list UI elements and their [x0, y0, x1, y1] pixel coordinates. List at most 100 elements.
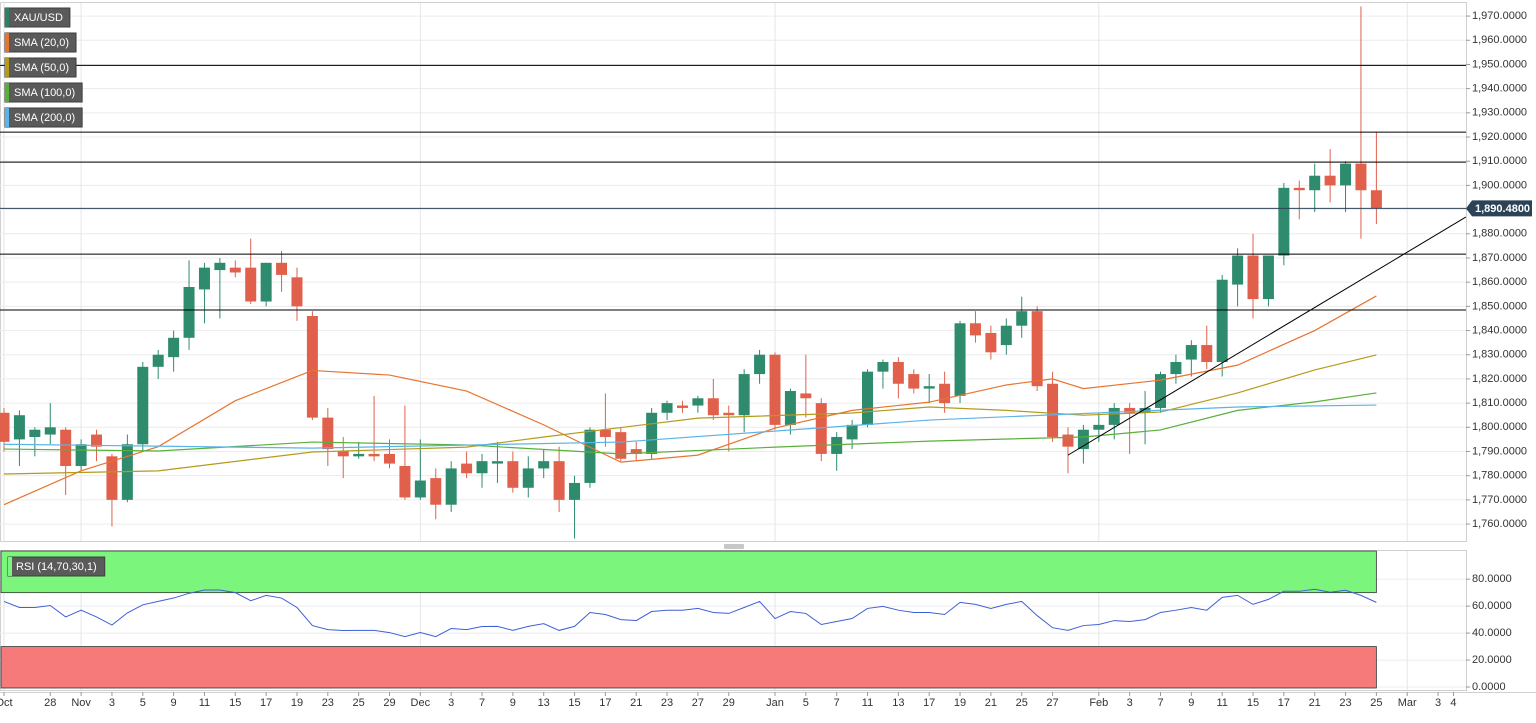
candle-body — [306, 316, 318, 418]
x-tick-label: 23 — [1339, 697, 1351, 709]
x-tick-label: 9 — [171, 697, 177, 709]
x-tick-label: 27 — [1046, 697, 1058, 709]
legend: XAU/USD SMA (20,0) SMA (50,0) SMA (100,0) SM… — [4, 7, 106, 577]
candle-body — [1155, 374, 1166, 408]
sma-line — [3, 295, 1377, 506]
candle-body — [152, 354, 164, 367]
x-tick-label: 29 — [723, 697, 735, 709]
y-tick-label: 0.0000 — [1472, 681, 1506, 693]
y-tick-label: 1,870.0000 — [1472, 252, 1527, 264]
x-tick-label: 17 — [260, 697, 272, 709]
candle-body — [1232, 255, 1244, 285]
trend-line — [1067, 216, 1467, 456]
candle-body — [276, 262, 288, 275]
legend-label: SMA (20,0) — [14, 37, 69, 49]
x-tick-label: 15 — [1247, 697, 1259, 709]
candle-body — [599, 429, 611, 437]
overbought-zone — [0, 550, 1377, 594]
plot-layer — [0, 6, 1467, 638]
y-tick-label: 1,850.0000 — [1472, 300, 1527, 312]
candle-body — [892, 361, 904, 384]
legend-swatch — [5, 83, 9, 102]
candle-body — [337, 451, 349, 457]
x-tick-label: 25 — [353, 697, 365, 709]
candle-body — [291, 277, 303, 307]
candle-body — [1201, 345, 1213, 362]
candle-body — [831, 436, 843, 454]
x-tick-label: 17 — [599, 697, 611, 709]
y-tick-label: 1,820.0000 — [1472, 373, 1527, 385]
x-tick-label: 7 — [834, 697, 840, 709]
candle-body — [815, 403, 827, 454]
candle-body — [229, 267, 241, 273]
price-panel-border — [0, 2, 1467, 542]
rsi-line — [3, 588, 1377, 638]
x-tick-label: 21 — [985, 697, 997, 709]
x-tick-label: Feb — [1089, 697, 1108, 709]
candle-body — [939, 383, 951, 404]
candle-body — [800, 393, 812, 399]
candle-body — [584, 429, 596, 483]
panel-resize-handle[interactable] — [724, 544, 744, 549]
candle-body — [29, 429, 41, 437]
candle-body — [1077, 429, 1089, 450]
candle-body — [198, 267, 210, 290]
candle-body — [676, 405, 688, 408]
y-tick-label: 1,860.0000 — [1472, 276, 1527, 288]
candle-body — [969, 323, 981, 336]
x-tick-label: 7 — [479, 697, 485, 709]
candle-body — [569, 482, 581, 500]
axis-layer: 1,760.0000 1,770.0000 1,780.0000 1,790.0000… — [0, 10, 1532, 709]
x-tick-label: 11 — [199, 697, 210, 709]
candle-body — [769, 354, 781, 425]
candle-body — [44, 427, 56, 435]
x-tick-label: Nov — [71, 697, 91, 709]
candle-body — [1278, 187, 1290, 256]
x-tick-label: 21 — [1309, 697, 1321, 709]
last-price-label: 1,890.4800 — [1475, 203, 1530, 215]
x-tick-label: 4 — [1450, 697, 1456, 709]
candle-body — [1000, 325, 1012, 346]
candle-body — [630, 449, 642, 454]
candle-body — [1062, 434, 1074, 447]
y-tick-label: 1,830.0000 — [1472, 349, 1527, 361]
candle-body — [1293, 187, 1305, 191]
legend-label: SMA (200,0) — [14, 112, 75, 124]
y-tick-label: 1,790.0000 — [1472, 445, 1527, 457]
y-tick-label: 1,920.0000 — [1472, 131, 1527, 143]
legend-label: XAU/USD — [14, 12, 63, 24]
x-tick-label: Mar — [1398, 697, 1417, 709]
candle-body — [723, 412, 735, 416]
candle-body — [137, 366, 149, 445]
y-tick-label: 40.0000 — [1472, 627, 1512, 639]
candle-body — [507, 461, 519, 488]
candle-body — [414, 480, 426, 498]
rsi-label-swatch — [8, 557, 12, 576]
candle-body — [75, 444, 87, 467]
x-tick-label: 5 — [140, 697, 146, 709]
candle-body — [430, 478, 442, 505]
candle-body — [522, 468, 534, 488]
y-tick-label: 1,940.0000 — [1472, 83, 1527, 95]
x-tick-label: 9 — [1188, 697, 1194, 709]
x-tick-label: 9 — [510, 697, 516, 709]
candle-body — [1370, 190, 1382, 209]
candle-body — [1185, 345, 1197, 360]
x-tick-label: Jan — [766, 697, 784, 709]
x-tick-label: 11 — [1216, 697, 1227, 709]
legend-label: SMA (100,0) — [14, 87, 75, 99]
sma-line — [3, 354, 1377, 475]
candle-body — [13, 415, 25, 440]
x-tick-label: 23 — [661, 697, 673, 709]
candle-body — [168, 337, 180, 358]
y-tick-label: 1,900.0000 — [1472, 179, 1527, 191]
candle-body — [476, 461, 488, 474]
candle-body — [1124, 407, 1136, 413]
y-tick-label: 1,770.0000 — [1472, 494, 1527, 506]
candle-body — [846, 424, 858, 440]
candle-body — [322, 417, 334, 450]
candle-body — [877, 361, 889, 372]
candle-body — [260, 262, 272, 302]
candle-body — [707, 398, 719, 416]
